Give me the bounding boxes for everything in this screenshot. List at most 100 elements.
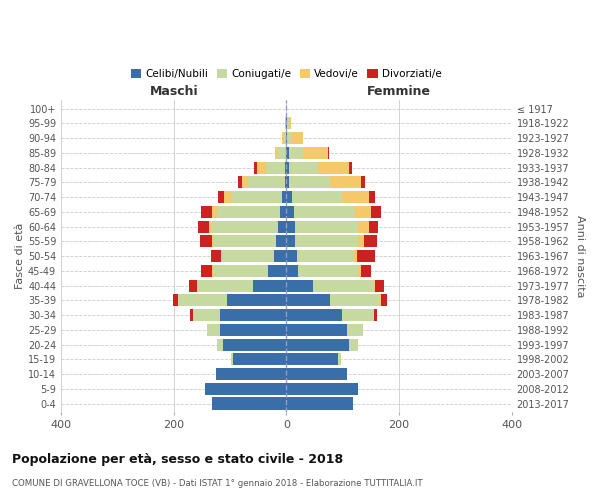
Bar <box>221 250 222 262</box>
Bar <box>289 176 330 188</box>
Bar <box>287 118 289 130</box>
Bar <box>286 162 289 173</box>
Bar <box>286 236 295 248</box>
Bar <box>286 280 313 291</box>
Bar <box>254 162 257 173</box>
Bar <box>364 236 377 248</box>
Bar <box>295 220 358 232</box>
Bar <box>361 265 371 277</box>
Bar <box>374 280 376 291</box>
Bar <box>289 147 302 159</box>
Bar <box>248 176 284 188</box>
Bar <box>330 176 361 188</box>
Bar <box>178 294 227 306</box>
Bar <box>368 220 377 232</box>
Bar <box>298 265 358 277</box>
Bar <box>380 294 381 306</box>
Bar <box>347 324 363 336</box>
Bar <box>232 191 282 203</box>
Bar <box>289 118 292 130</box>
Bar <box>268 265 286 277</box>
Bar <box>285 162 286 173</box>
Bar <box>208 324 220 336</box>
Bar <box>295 236 358 248</box>
Bar <box>286 382 358 395</box>
Bar <box>286 338 349 350</box>
Bar <box>358 265 361 277</box>
Text: Popolazione per età, sesso e stato civile - 2018: Popolazione per età, sesso e stato civil… <box>12 452 343 466</box>
Bar <box>282 191 286 203</box>
Bar <box>313 280 374 291</box>
Bar <box>238 176 242 188</box>
Bar <box>209 220 211 232</box>
Bar <box>358 250 376 262</box>
Bar <box>212 236 213 248</box>
Bar <box>361 176 365 188</box>
Bar <box>253 280 286 291</box>
Bar <box>189 280 197 291</box>
Bar <box>283 132 284 144</box>
Bar <box>257 162 266 173</box>
Bar <box>286 176 289 188</box>
Bar <box>286 353 338 366</box>
Bar <box>218 191 224 203</box>
Bar <box>328 147 329 159</box>
Bar <box>230 353 233 366</box>
Legend: Celibi/Nubili, Coniugati/e, Vedovi/e, Divorziati/e: Celibi/Nubili, Coniugati/e, Vedovi/e, Di… <box>127 64 446 83</box>
Bar <box>286 294 331 306</box>
Bar <box>213 236 276 248</box>
Bar <box>286 132 287 144</box>
Text: COMUNE DI GRAVELLONA TOCE (VB) - Dati ISTAT 1° gennaio 2018 - Elaborazione TUTTI: COMUNE DI GRAVELLONA TOCE (VB) - Dati IS… <box>12 479 422 488</box>
Y-axis label: Fasce di età: Fasce di età <box>15 223 25 290</box>
Bar <box>284 132 286 144</box>
Bar <box>217 206 280 218</box>
Text: Femmine: Femmine <box>367 84 431 98</box>
Bar <box>220 309 286 321</box>
Bar <box>266 162 285 173</box>
Bar <box>294 206 355 218</box>
Bar <box>212 265 213 277</box>
Y-axis label: Anni di nascita: Anni di nascita <box>575 215 585 298</box>
Bar <box>275 147 277 159</box>
Bar <box>201 206 212 218</box>
Bar <box>286 250 296 262</box>
Bar <box>212 398 286 409</box>
Bar <box>173 294 178 306</box>
Bar <box>286 309 341 321</box>
Bar <box>286 265 298 277</box>
Bar <box>354 250 358 262</box>
Bar <box>341 309 374 321</box>
Bar <box>349 162 352 173</box>
Bar <box>201 265 212 277</box>
Text: Maschi: Maschi <box>149 84 198 98</box>
Bar <box>349 338 358 350</box>
Bar <box>233 353 286 366</box>
Bar <box>368 191 376 203</box>
Bar <box>331 294 380 306</box>
Bar <box>280 206 286 218</box>
Bar <box>286 191 292 203</box>
Bar <box>274 250 286 262</box>
Bar <box>286 118 287 130</box>
Bar <box>296 250 354 262</box>
Bar <box>358 220 368 232</box>
Bar <box>287 132 292 144</box>
Bar <box>284 176 286 188</box>
Bar <box>222 250 274 262</box>
Bar <box>200 236 212 248</box>
Bar <box>341 191 368 203</box>
Bar <box>213 265 268 277</box>
Bar <box>355 206 371 218</box>
Bar <box>285 118 286 130</box>
Bar <box>211 220 278 232</box>
Bar <box>292 191 341 203</box>
Bar <box>220 324 286 336</box>
Bar <box>302 147 328 159</box>
Bar <box>319 162 349 173</box>
Bar <box>224 191 232 203</box>
Bar <box>286 220 295 232</box>
Bar <box>227 294 286 306</box>
Bar <box>286 398 353 409</box>
Bar <box>278 220 286 232</box>
Bar <box>358 236 364 248</box>
